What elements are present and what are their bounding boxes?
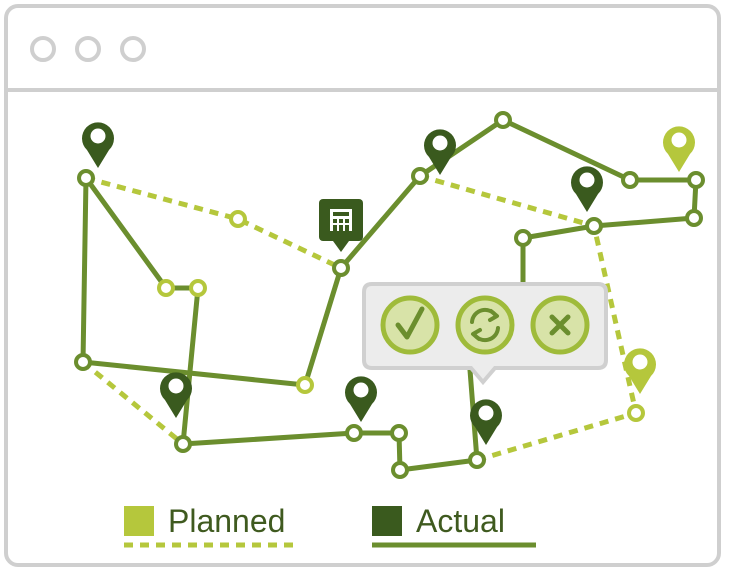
- route-node[interactable]: [687, 171, 705, 189]
- route-node[interactable]: [514, 229, 532, 247]
- route-node[interactable]: [174, 435, 192, 453]
- window-minimize-button[interactable]: [75, 36, 101, 62]
- route-node[interactable]: [390, 424, 408, 442]
- action-popup: [362, 282, 608, 386]
- legend: [124, 506, 536, 548]
- cancel-button[interactable]: [530, 295, 590, 355]
- route-node[interactable]: [627, 404, 645, 422]
- map-pin-icon[interactable]: [624, 348, 656, 394]
- check-icon: [395, 306, 425, 340]
- route-nodes: [74, 111, 705, 479]
- route-node[interactable]: [391, 461, 409, 479]
- close-icon: [549, 314, 571, 336]
- route-node[interactable]: [189, 279, 207, 297]
- route-node[interactable]: [494, 111, 512, 129]
- route-node[interactable]: [332, 259, 350, 277]
- actual-legend-label: Actual: [416, 503, 505, 539]
- route-node[interactable]: [585, 217, 603, 235]
- map-pin-icon[interactable]: [82, 122, 114, 168]
- route-node[interactable]: [411, 167, 429, 185]
- actual-swatch: [372, 506, 402, 536]
- window-close-button[interactable]: [30, 36, 56, 62]
- window-titlebar: [8, 8, 717, 92]
- building-icon[interactable]: [319, 199, 363, 252]
- route-node[interactable]: [157, 279, 175, 297]
- refresh-button[interactable]: [455, 295, 515, 355]
- refresh-icon: [470, 307, 500, 343]
- route-node[interactable]: [74, 353, 92, 371]
- route-node[interactable]: [468, 451, 486, 469]
- approve-button[interactable]: [380, 295, 440, 355]
- map-pin-icon[interactable]: [345, 376, 377, 422]
- route-node[interactable]: [345, 424, 363, 442]
- planned-swatch: [124, 506, 154, 536]
- route-node[interactable]: [296, 376, 314, 394]
- window-maximize-button[interactable]: [120, 36, 146, 62]
- map-pin-icon[interactable]: [571, 166, 603, 212]
- route-node[interactable]: [685, 209, 703, 227]
- map-pin-icon[interactable]: [663, 126, 695, 172]
- route-node[interactable]: [621, 171, 639, 189]
- route-node[interactable]: [77, 169, 95, 187]
- planned-legend-label: Planned: [168, 503, 286, 539]
- route-node[interactable]: [229, 210, 247, 228]
